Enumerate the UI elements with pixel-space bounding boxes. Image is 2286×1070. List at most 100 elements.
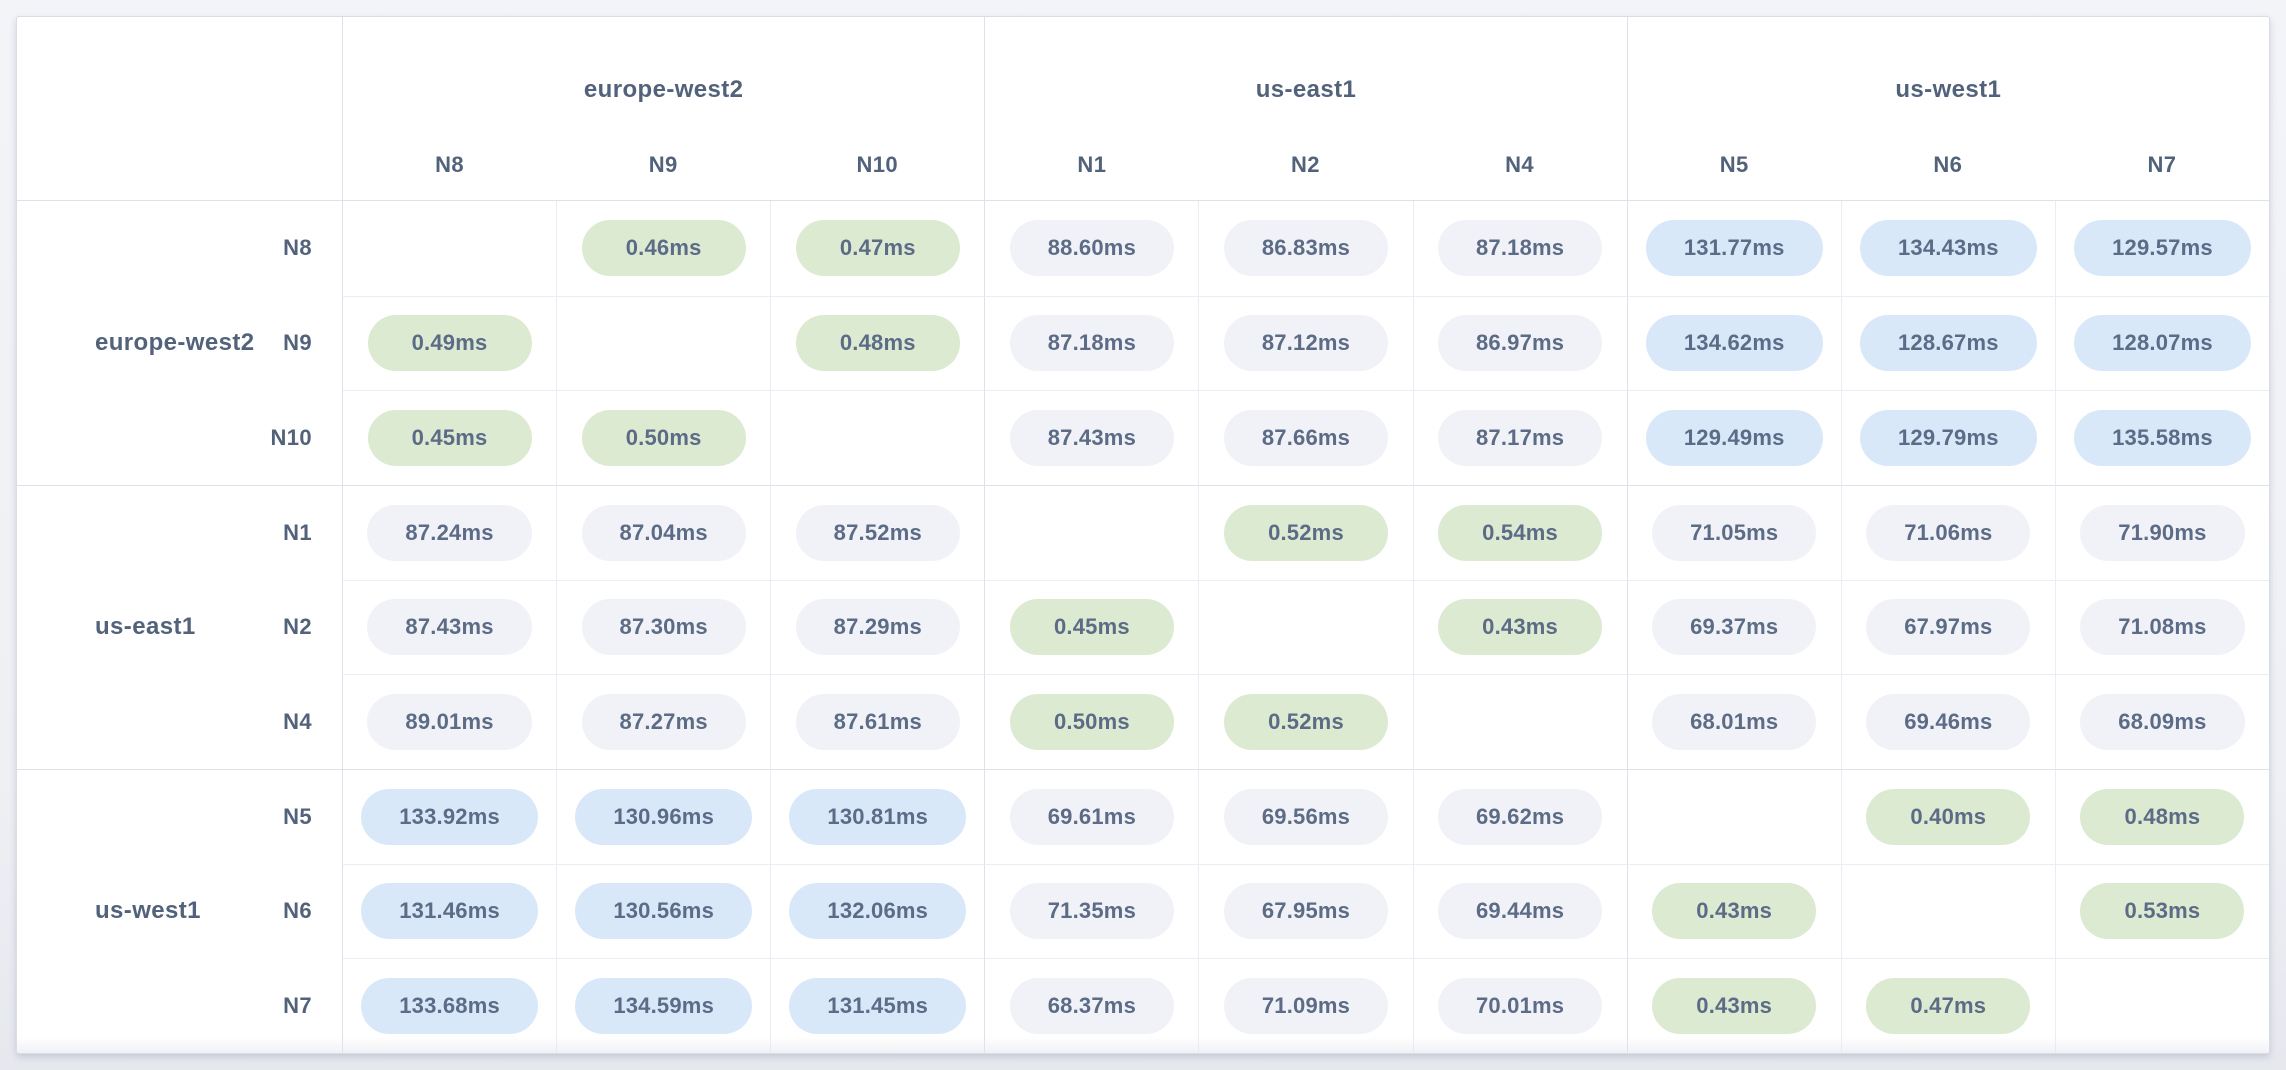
- latency-pill: 71.08ms: [2080, 599, 2245, 656]
- latency-cell: [984, 484, 1199, 580]
- latency-cell: 71.90ms: [2054, 484, 2269, 580]
- row-node-label: N4: [283, 708, 312, 734]
- latency-pill: 87.52ms: [795, 504, 960, 561]
- latency-pill: 67.95ms: [1223, 883, 1389, 940]
- latency-pill: 134.59ms: [575, 978, 752, 1035]
- latency-cell: 87.24ms: [342, 484, 557, 580]
- latency-cell: 0.47ms: [1840, 958, 2055, 1053]
- latency-cell: 0.43ms: [1626, 958, 1841, 1053]
- latency-pill: 0.52ms: [1223, 504, 1388, 561]
- latency-cell: 0.50ms: [556, 390, 771, 485]
- column-node-label: N9: [556, 129, 771, 201]
- row-node-labels: N1 N2 N4: [17, 486, 342, 769]
- latency-pill: 134.43ms: [1859, 220, 2037, 277]
- latency-pill: 0.50ms: [1009, 694, 1174, 751]
- latency-pill: 133.92ms: [361, 788, 538, 845]
- latency-cell: 87.18ms: [984, 295, 1199, 391]
- latency-cell: 87.17ms: [1412, 390, 1627, 485]
- column-node-label: N1: [984, 129, 1199, 201]
- latency-cell: 69.61ms: [984, 768, 1199, 864]
- latency-cell: 130.56ms: [556, 863, 771, 959]
- latency-cell: 87.52ms: [770, 484, 985, 580]
- latency-pill: 87.61ms: [795, 694, 960, 751]
- latency-pill: 130.81ms: [789, 788, 967, 845]
- latency-cell: [1198, 579, 1413, 675]
- latency-cell: 128.07ms: [2054, 295, 2269, 391]
- latency-pill: 87.27ms: [581, 694, 746, 751]
- latency-cell: 68.37ms: [984, 958, 1199, 1053]
- latency-pill: 71.09ms: [1223, 978, 1389, 1035]
- column-node-label: N4: [1412, 129, 1627, 201]
- latency-pill: 69.61ms: [1009, 788, 1175, 845]
- latency-pill: 0.50ms: [581, 410, 746, 467]
- column-group-region-label: us-west1: [1626, 17, 2269, 129]
- latency-cell: 128.67ms: [1840, 295, 2055, 391]
- column-node-label: N7: [2054, 129, 2269, 201]
- latency-cell: 87.12ms: [1198, 295, 1413, 391]
- row-node-label: N6: [283, 898, 312, 924]
- column-node-label: N2: [1198, 129, 1413, 201]
- latency-cell: 69.46ms: [1840, 674, 2055, 769]
- latency-pill: 87.17ms: [1437, 410, 1603, 467]
- row-group-region-label: europe-west2: [95, 328, 255, 356]
- latency-pill: 86.97ms: [1437, 315, 1603, 372]
- row-group-label: us-west1 N5 N6 N7: [17, 768, 342, 1053]
- latency-pill: 69.62ms: [1437, 788, 1603, 845]
- latency-cell: 132.06ms: [770, 863, 985, 959]
- latency-pill: 0.49ms: [367, 315, 532, 372]
- latency-cell: 133.92ms: [342, 768, 557, 864]
- latency-cell: 87.43ms: [984, 390, 1199, 485]
- latency-cell: 67.95ms: [1198, 863, 1413, 959]
- latency-cell: [342, 201, 556, 296]
- latency-cell: 133.68ms: [342, 958, 557, 1053]
- latency-cell: 129.49ms: [1626, 390, 1841, 485]
- column-node-label: N5: [1626, 129, 1841, 201]
- latency-cell: [1412, 674, 1627, 769]
- latency-pill: 71.90ms: [2080, 504, 2245, 561]
- latency-cell: 69.37ms: [1626, 579, 1841, 675]
- row-node-label: N9: [283, 329, 312, 355]
- latency-pill: 130.56ms: [575, 883, 752, 940]
- latency-cell: [556, 295, 771, 391]
- latency-cell: 0.48ms: [2054, 768, 2269, 864]
- latency-cell: 0.43ms: [1412, 579, 1627, 675]
- latency-pill: 129.79ms: [1859, 410, 2037, 467]
- latency-cell: 0.46ms: [556, 201, 770, 296]
- latency-pill: 87.24ms: [367, 504, 532, 561]
- row-node-label: N10: [270, 424, 312, 450]
- latency-pill: 87.43ms: [367, 599, 532, 656]
- latency-pill: 68.09ms: [2080, 694, 2245, 751]
- latency-pill: 87.43ms: [1009, 410, 1175, 467]
- latency-pill: 68.01ms: [1652, 694, 1817, 751]
- matrix-corner-cell: [17, 17, 342, 201]
- latency-pill: 69.56ms: [1223, 788, 1389, 845]
- column-node-label: N10: [770, 129, 985, 201]
- latency-pill: 128.07ms: [2074, 315, 2251, 372]
- latency-matrix: europe-west2 us-east1 us-west1 N8 N9 N10 N1 N2 N…: [17, 17, 2269, 1053]
- latency-pill: 86.83ms: [1223, 220, 1389, 277]
- latency-cell: 86.83ms: [1198, 201, 1412, 296]
- latency-cell: 71.35ms: [984, 863, 1199, 959]
- column-group-region-label: europe-west2: [342, 17, 984, 129]
- column-group-region-label: us-east1: [984, 17, 1626, 129]
- latency-cell: 87.43ms: [342, 579, 557, 675]
- column-node-label: N6: [1840, 129, 2055, 201]
- latency-cell: 68.01ms: [1626, 674, 1841, 769]
- latency-pill: 131.46ms: [361, 883, 538, 940]
- latency-cell: 87.61ms: [770, 674, 985, 769]
- latency-pill: 0.53ms: [2080, 883, 2245, 940]
- latency-cell: 0.45ms: [984, 579, 1199, 675]
- latency-cell: 69.56ms: [1198, 768, 1413, 864]
- latency-pill: 87.18ms: [1437, 220, 1603, 277]
- latency-pill: 71.05ms: [1652, 504, 1817, 561]
- latency-cell: 129.79ms: [1840, 390, 2055, 485]
- latency-cell: 0.52ms: [1198, 484, 1413, 580]
- latency-cell: [2054, 958, 2269, 1053]
- latency-pill: 0.52ms: [1223, 694, 1388, 751]
- latency-cell: 0.47ms: [770, 201, 984, 296]
- latency-cell: 131.77ms: [1626, 201, 1841, 296]
- latency-pill: 129.49ms: [1645, 410, 1823, 467]
- latency-cell: 68.09ms: [2054, 674, 2269, 769]
- latency-pill: 87.30ms: [581, 599, 746, 656]
- latency-cell: 0.43ms: [1626, 863, 1841, 959]
